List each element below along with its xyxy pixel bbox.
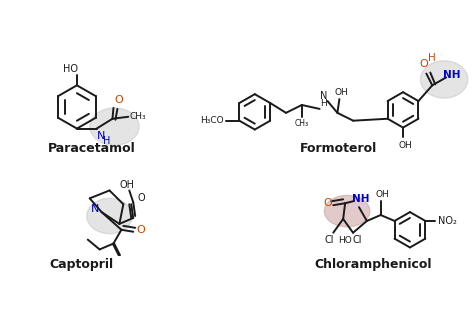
Text: O: O [419,59,428,69]
Text: N: N [91,204,99,214]
Text: O: O [137,225,146,235]
Text: Cl: Cl [352,235,362,245]
Ellipse shape [324,195,370,227]
Text: OH: OH [398,141,412,150]
Text: OH: OH [120,179,135,190]
Text: HO: HO [64,64,79,74]
Text: HO: HO [338,236,352,245]
Text: Cl: Cl [325,235,334,245]
Text: NH: NH [443,71,461,81]
Text: OH: OH [376,190,390,199]
Text: CH₃: CH₃ [295,119,309,128]
Ellipse shape [87,198,132,234]
Text: O: O [323,198,332,208]
Ellipse shape [324,195,370,227]
Text: N: N [96,131,105,142]
Text: OH: OH [335,88,348,97]
Text: H: H [320,99,327,108]
Text: H: H [103,136,110,146]
Text: NO₂: NO₂ [438,216,456,226]
Text: CH₃: CH₃ [130,112,146,121]
Text: H₃CO: H₃CO [200,116,224,125]
Text: Chloramphenicol: Chloramphenicol [315,258,432,271]
Ellipse shape [90,108,139,145]
Text: Captopril: Captopril [50,258,114,271]
Text: O: O [114,95,123,105]
Text: H: H [428,53,436,63]
Ellipse shape [420,61,468,98]
Text: NH: NH [352,194,370,204]
Text: Formoterol: Formoterol [300,142,377,155]
Polygon shape [112,244,120,255]
Text: N: N [320,91,327,101]
Text: O: O [137,193,145,203]
Text: Paracetamol: Paracetamol [48,142,136,155]
